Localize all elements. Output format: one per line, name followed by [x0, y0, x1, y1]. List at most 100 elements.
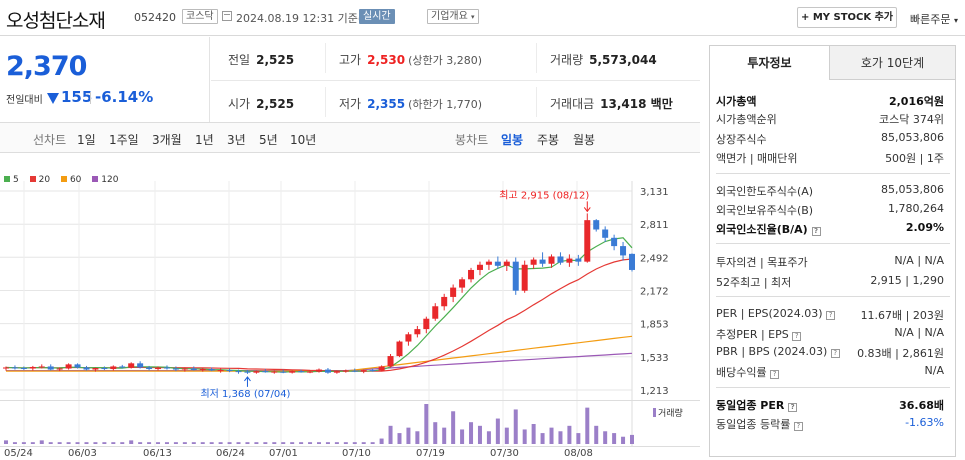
info-label: 액면가 | 매매단위	[716, 152, 798, 165]
amount-label: 거래대금	[550, 97, 595, 111]
volume-bar	[182, 442, 187, 444]
volume-legend-label: 거래량	[658, 409, 683, 419]
tab-candle-chart[interactable]: 봉차트	[455, 133, 489, 147]
volume-bar	[576, 433, 581, 444]
volume-bar	[102, 442, 107, 444]
volume-bar	[39, 440, 44, 444]
legend-ma120: 120	[92, 175, 118, 185]
tab-line-chart[interactable]: 선차트	[33, 133, 67, 147]
help-icon[interactable]: ?	[792, 332, 802, 341]
candle-body	[512, 261, 519, 291]
legend-ma120-label: 120	[101, 175, 119, 185]
low-label: 저가	[339, 97, 362, 111]
price-chart[interactable]: 3,131 2,811 2,492 2,172 1,853 1,533 1,213 최고 2,…	[0, 153, 700, 460]
volume-bar	[12, 442, 17, 444]
low-value: 2,355	[367, 97, 406, 111]
high-value: 2,530	[367, 53, 406, 67]
candle-body	[396, 341, 403, 357]
x-tick-label: 05/24	[4, 448, 33, 459]
volume-bar	[343, 442, 348, 444]
dividend-label: 배당수익률	[716, 366, 767, 379]
candle-chart-svg: 3,131 2,811 2,492 2,172 1,853 1,533 1,213 최고 2,…	[0, 181, 669, 446]
tab-period-1w[interactable]: 1주일	[109, 133, 139, 147]
tab-order-book[interactable]: 호가 10단계	[830, 46, 955, 80]
info-row: 동일업종 PER ? 36.68배	[716, 397, 944, 413]
info-value: 85,053,806	[881, 131, 944, 144]
tab-period-1d[interactable]: 1일	[77, 133, 96, 147]
volume-value: 5,573,044	[589, 53, 657, 67]
est-per-label: 추정PER | EPS	[716, 328, 789, 341]
ma60-line	[6, 335, 633, 372]
legend-ma60: 60	[60, 175, 81, 185]
volume-bar	[200, 442, 205, 444]
info-label: 52주최고 | 최저	[716, 276, 792, 289]
volume-bar	[129, 440, 134, 444]
tab-period-10y[interactable]: 10년	[290, 133, 317, 147]
volume-bar	[75, 442, 80, 444]
tab-weekly[interactable]: 주봉	[537, 133, 560, 147]
tab-monthly[interactable]: 월봉	[573, 133, 596, 147]
volume-bar	[308, 442, 313, 444]
quick-order-link[interactable]: 빠른주문 ▾	[910, 11, 958, 27]
candle-body	[235, 371, 242, 373]
candle-body	[441, 296, 448, 307]
volume-bar	[603, 431, 608, 444]
tab-daily[interactable]: 일봉	[501, 133, 524, 147]
help-icon[interactable]: ?	[826, 311, 836, 320]
volume-bar	[173, 442, 178, 444]
help-icon[interactable]: ?	[770, 370, 780, 379]
ma20-line	[5, 258, 633, 372]
info-value: 11.67배 | 203원	[860, 309, 944, 322]
volume-bar	[522, 429, 527, 444]
market-badge: 코스닥	[182, 9, 218, 24]
volume-bar	[209, 442, 214, 444]
tab-period-5y[interactable]: 5년	[259, 133, 278, 147]
change-label: 전일대비	[6, 95, 43, 106]
candle-body	[56, 368, 63, 370]
help-icon[interactable]: ?	[830, 349, 840, 358]
volume-bar	[147, 442, 152, 444]
volume-bar	[460, 429, 465, 444]
help-icon[interactable]: ?	[811, 227, 821, 236]
help-icon[interactable]: ?	[793, 422, 803, 431]
candle-body	[65, 364, 72, 369]
live-badge[interactable]: 실시간	[359, 9, 395, 24]
info-row: 52주최고 | 최저 2,915 | 1,290	[716, 274, 944, 290]
tab-investment-info[interactable]: 투자정보	[710, 46, 830, 80]
candle-body	[146, 367, 153, 370]
candle-body	[468, 269, 475, 280]
chevron-down-icon: ▾	[953, 16, 958, 25]
volume-bar	[66, 442, 71, 444]
candle-body	[110, 366, 117, 370]
candle-body	[101, 368, 108, 370]
volume-bar	[48, 442, 53, 444]
volume-bar	[272, 442, 277, 444]
info-label: 배당수익률 ?	[716, 364, 780, 380]
help-icon[interactable]: ?	[788, 403, 798, 412]
info-row: 상장주식수 85,053,806	[716, 131, 944, 147]
info-row: PER | EPS(2024.03) ? 11.67배 | 203원	[716, 307, 944, 323]
candle-body	[360, 370, 367, 372]
price-change-percent: -6.14%	[95, 88, 154, 106]
tab-period-1y[interactable]: 1년	[195, 133, 214, 147]
add-mystock-button[interactable]: + MY STOCK 추가	[797, 7, 897, 28]
candle-body	[575, 258, 582, 262]
volume-bar	[424, 404, 429, 444]
tab-period-3y[interactable]: 3년	[227, 133, 246, 147]
info-row: 시가총액 2,016억원	[716, 93, 944, 109]
y-tick-label: 1,533	[640, 353, 669, 364]
tab-period-3m[interactable]: 3개월	[152, 133, 182, 147]
y-tick-label: 2,811	[640, 220, 669, 231]
volume-bar	[218, 442, 223, 444]
volume-bar	[352, 442, 357, 444]
upper-limit: (상한가 3,280)	[408, 54, 482, 67]
candle-body	[324, 369, 331, 373]
quote-grid: 전일 2,525 고가 2,530 (상한가 3,280) 거래량 5,573,044 …	[211, 37, 700, 122]
sector-per-label: 동일업종 PER	[716, 399, 785, 412]
candle-body	[92, 368, 99, 370]
candle-body	[307, 371, 314, 373]
company-overview-dropdown[interactable]: 기업개요 ▾	[427, 9, 479, 24]
volume-bar	[191, 442, 196, 444]
candle-body	[208, 369, 215, 371]
info-label: 외국인한도주식수(A)	[716, 185, 814, 198]
